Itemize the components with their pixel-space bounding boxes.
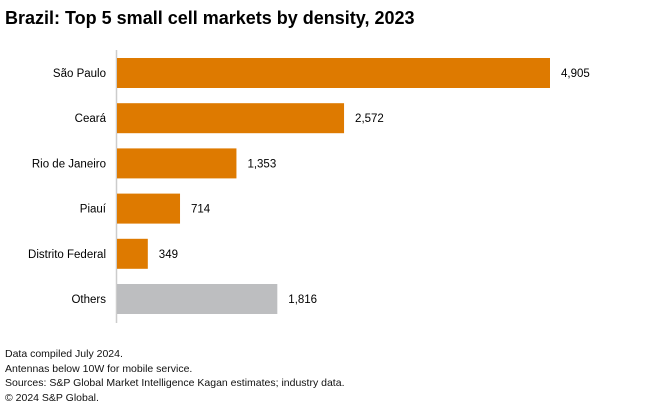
bar-ceara [117,103,345,134]
data-label-rio-de-janeiro: 1,353 [247,158,276,170]
data-label-ceara: 2,572 [355,113,384,125]
data-label-piaui: 714 [191,204,211,216]
note-data-compiled: Data compiled July 2024. [5,348,123,360]
category-label-ceara: Ceará [75,113,107,125]
note-copyright: © 2024 S&P Global. [5,391,99,404]
bar-others [117,284,278,314]
bar-distrito-federal [117,238,148,269]
category-label-sao-paulo: São Paulo [53,68,106,80]
bar-rio-de-janeiro [117,148,237,179]
category-label-piaui: Piauí [80,204,107,216]
note-antennas: Antennas below 10W for mobile service. [5,362,193,375]
category-label-rio-de-janeiro: Rio de Janeiro [32,158,106,170]
chart-title: Brazil: Top 5 small cell markets by dens… [5,8,415,28]
note-sources: Sources: S&P Global Market Intelligence … [5,377,345,389]
data-label-distrito-federal: 349 [159,249,178,261]
chart-notes: Data compiled July 2024. Antennas below … [5,347,345,405]
bar-piaui [117,193,181,224]
category-label-distrito-federal: Distrito Federal [28,249,106,261]
data-label-others: 1,816 [288,294,317,306]
data-label-sao-paulo: 4,905 [561,68,590,80]
bar-sao-paulo [117,58,550,88]
category-label-others: Others [71,294,106,306]
